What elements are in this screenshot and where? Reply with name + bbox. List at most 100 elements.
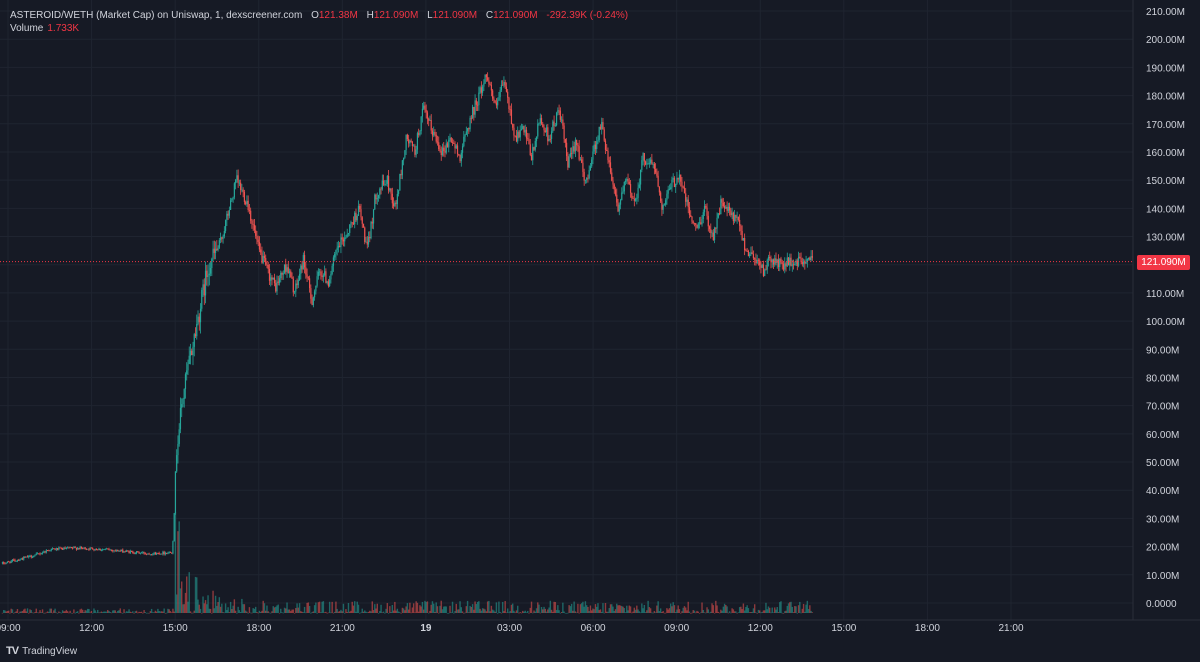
volume-bar — [315, 602, 317, 613]
volume-bar — [149, 611, 152, 613]
volume-bar — [649, 608, 652, 613]
candle-body — [429, 120, 431, 121]
candle-body — [176, 455, 178, 472]
volume-bar — [479, 608, 481, 613]
volume-bar — [346, 611, 348, 613]
candle-body — [480, 87, 482, 93]
candle-body — [572, 146, 574, 154]
candle-body — [735, 214, 737, 218]
candle-body — [219, 237, 222, 241]
volume-bar — [293, 612, 296, 614]
candle-body — [272, 277, 274, 280]
candle-body — [233, 183, 235, 198]
tradingview-brand[interactable]: TV TradingView — [6, 645, 77, 657]
candle-body — [632, 197, 634, 199]
volume-bar — [478, 601, 480, 613]
volume-bar — [570, 603, 573, 613]
candle-body — [416, 133, 419, 150]
candle-body — [243, 191, 246, 202]
candle-body — [409, 140, 411, 144]
volume-bar — [28, 612, 30, 614]
y-tick-label: 140.00M — [1146, 204, 1185, 215]
chart-legend: ASTEROID/WETH (Market Cap) on Uniswap, 1… — [10, 9, 628, 23]
price-axis[interactable]: 210.00M 200.00M 190.00M 180.00M 170.00M 160.0… — [1146, 7, 1185, 610]
candle-body — [8, 561, 10, 563]
volume-bar — [473, 609, 475, 613]
candle-body — [475, 100, 477, 105]
volume-bar — [290, 611, 292, 613]
volume-bar — [639, 612, 642, 614]
time-axis[interactable]: 09:00 12:00 15:00 18:00 21:00 19 03:00 06:00 09:… — [0, 623, 1024, 634]
candle-body — [174, 471, 177, 514]
candle-body — [593, 144, 595, 152]
candle-body — [592, 151, 594, 160]
candle-body — [589, 166, 592, 171]
volume-bar — [632, 611, 634, 613]
volume-bar — [130, 612, 133, 613]
candle-body — [344, 237, 346, 242]
volume-bar — [288, 609, 291, 613]
volume-bar — [89, 612, 91, 614]
candle-body — [741, 231, 743, 241]
volume-bar — [790, 601, 792, 613]
volume-label[interactable]: Volume — [10, 23, 44, 34]
high-value: 121.090M — [373, 10, 419, 21]
volume-bar — [39, 610, 41, 613]
volume-bar — [318, 601, 321, 613]
volume-bar — [636, 605, 638, 613]
volume-bar — [56, 612, 59, 614]
candle-body — [297, 280, 299, 286]
volume-bar — [123, 609, 125, 613]
volume-bar — [267, 611, 269, 613]
volume-bar — [204, 600, 207, 613]
candle-body — [760, 265, 762, 268]
candle-body — [485, 74, 487, 78]
candle-body — [396, 193, 398, 205]
candle-body — [376, 198, 378, 200]
candle-body — [144, 553, 146, 555]
candle-body — [134, 553, 136, 554]
volume-bar — [806, 600, 809, 613]
volume-bar — [774, 607, 776, 613]
volume-bar — [196, 577, 198, 613]
candle-body — [250, 210, 252, 221]
candle-body — [322, 275, 324, 278]
volume-bar — [517, 605, 519, 613]
candle-body — [120, 549, 123, 551]
candle-body — [666, 193, 668, 201]
volume-bar — [580, 603, 583, 613]
volume-bar — [104, 611, 106, 613]
candle-body — [539, 118, 541, 124]
candle-body — [248, 210, 251, 211]
candle-body — [21, 558, 24, 560]
candle-body — [544, 130, 546, 133]
volume-bar — [263, 603, 266, 613]
candle-body — [270, 277, 272, 281]
volume-bar — [686, 610, 688, 613]
candle-body — [638, 184, 640, 188]
volume-bar — [611, 604, 613, 613]
candle-body — [785, 263, 787, 267]
volume-bar — [357, 604, 360, 613]
volume-bar — [702, 609, 704, 613]
volume-bar — [644, 612, 647, 613]
symbol-title[interactable]: ASTEROID/WETH (Market Cap) on Uniswap, 1… — [10, 10, 303, 21]
candle-body — [549, 138, 551, 140]
volume-bar — [579, 604, 582, 613]
volume-bar — [552, 611, 554, 613]
volume-bar — [431, 601, 434, 613]
candle-body — [158, 553, 160, 555]
volume-bar — [244, 610, 247, 613]
volume-bar — [542, 609, 544, 613]
volume-bar — [616, 603, 618, 613]
volume-bar — [312, 611, 315, 613]
volume-bar — [474, 601, 476, 613]
volume-bar — [18, 612, 20, 614]
volume-bar — [596, 606, 598, 613]
candle-body — [671, 179, 673, 188]
candle-body — [515, 135, 518, 142]
volume-bar — [414, 612, 416, 614]
volume-bar — [711, 603, 713, 613]
volume-bar — [463, 612, 465, 614]
